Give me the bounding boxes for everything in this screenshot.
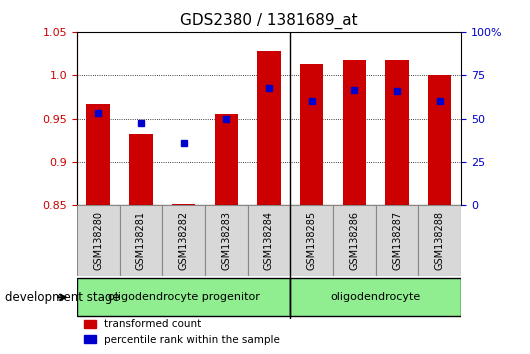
Bar (86, 104, 110, 205)
Bar (333, 205, 376, 276)
Text: development stage: development stage (5, 291, 120, 304)
Bar (215, 114, 238, 205)
Bar (205, 205, 248, 276)
Text: GSM138282: GSM138282 (179, 211, 189, 270)
Bar (248, 205, 290, 276)
Text: oligodendrocyte: oligodendrocyte (331, 291, 421, 302)
Bar (342, 59, 366, 205)
Text: GSM138280: GSM138280 (93, 211, 103, 270)
Bar (290, 278, 461, 316)
Text: GSM138285: GSM138285 (307, 211, 316, 270)
Bar (428, 75, 452, 205)
Bar (120, 205, 162, 276)
Text: GSM138286: GSM138286 (349, 211, 359, 270)
Bar (300, 64, 323, 205)
Legend: transformed count, percentile rank within the sample: transformed count, percentile rank withi… (80, 315, 285, 349)
Text: GSM138287: GSM138287 (392, 211, 402, 270)
Text: oligodendrocyte progenitor: oligodendrocyte progenitor (108, 291, 260, 302)
Text: GSM138284: GSM138284 (264, 211, 274, 270)
Bar (162, 205, 205, 276)
Bar (418, 205, 461, 276)
Bar (129, 134, 153, 205)
Bar (172, 204, 196, 205)
Bar (376, 205, 418, 276)
Bar (385, 59, 409, 205)
Title: GDS2380 / 1381689_at: GDS2380 / 1381689_at (180, 13, 358, 29)
Bar (77, 278, 290, 316)
Bar (77, 205, 120, 276)
Bar (290, 205, 333, 276)
Text: GSM138288: GSM138288 (435, 211, 445, 270)
Text: GSM138281: GSM138281 (136, 211, 146, 270)
Bar (257, 51, 281, 205)
Text: GSM138283: GSM138283 (222, 211, 231, 270)
